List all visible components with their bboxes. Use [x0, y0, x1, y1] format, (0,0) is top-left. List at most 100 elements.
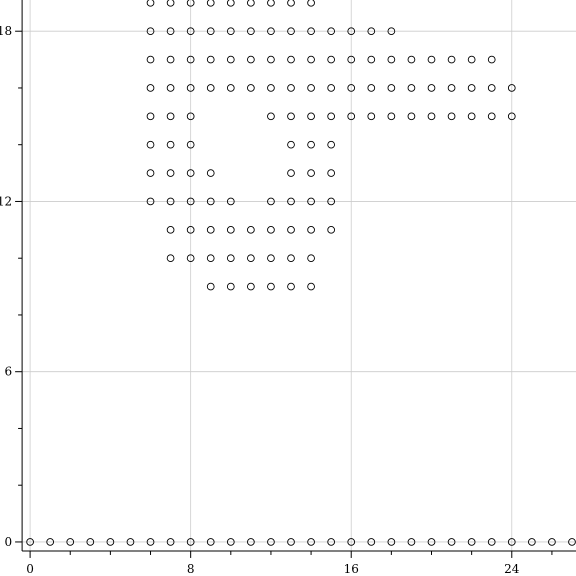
data-point — [307, 225, 315, 234]
data-point — [447, 112, 456, 121]
data-point — [467, 538, 476, 546]
data-point — [267, 55, 275, 64]
data-point — [327, 140, 335, 149]
data-points — [26, 0, 576, 546]
data-point — [267, 84, 275, 92]
data-point — [387, 112, 396, 121]
data-point — [146, 55, 155, 64]
data-point — [347, 112, 356, 121]
data-point — [166, 169, 175, 177]
x-tick-label: 16 — [344, 562, 359, 576]
data-point — [287, 282, 295, 291]
data-point — [206, 225, 215, 234]
data-point — [206, 55, 215, 64]
data-point — [447, 84, 456, 92]
data-point — [447, 538, 456, 546]
data-point — [447, 55, 456, 64]
data-point — [267, 197, 275, 206]
data-point — [407, 538, 416, 546]
data-point — [186, 55, 195, 64]
data-point — [367, 27, 376, 36]
x-tick-label: 24 — [504, 562, 520, 576]
data-point — [267, 254, 275, 263]
data-point — [267, 282, 275, 291]
data-point — [507, 84, 516, 92]
data-point — [186, 27, 195, 36]
data-point — [206, 282, 215, 291]
data-point — [427, 538, 436, 546]
data-point — [387, 538, 396, 546]
axes — [21, 0, 576, 552]
data-point — [327, 169, 335, 177]
data-point — [146, 84, 155, 92]
data-point — [307, 538, 315, 546]
data-point — [26, 538, 34, 546]
data-point — [307, 55, 315, 64]
data-point — [166, 538, 175, 546]
data-point — [186, 140, 195, 149]
data-point — [166, 0, 175, 7]
data-point — [186, 254, 195, 263]
data-point — [307, 169, 315, 177]
data-point — [427, 112, 436, 121]
data-point — [427, 55, 436, 64]
data-point — [206, 27, 215, 36]
data-point — [66, 538, 75, 546]
data-point — [206, 197, 215, 206]
data-point — [166, 225, 175, 234]
data-point — [287, 169, 295, 177]
data-point — [166, 55, 175, 64]
data-point — [86, 538, 95, 546]
data-point — [206, 84, 215, 92]
data-point — [186, 0, 195, 7]
data-point — [206, 538, 215, 546]
data-point — [327, 197, 335, 206]
data-point — [206, 0, 215, 7]
data-point — [487, 84, 496, 92]
data-point — [247, 254, 255, 263]
data-point — [287, 140, 295, 149]
data-point — [206, 169, 215, 177]
data-point — [287, 197, 295, 206]
data-point — [327, 55, 335, 64]
data-point — [467, 112, 476, 121]
data-point — [548, 538, 556, 546]
data-point — [186, 197, 195, 206]
data-point — [226, 282, 235, 291]
data-point — [327, 84, 335, 92]
data-point — [166, 254, 175, 263]
data-point — [247, 538, 255, 546]
data-point — [146, 140, 155, 149]
data-point — [226, 225, 235, 234]
data-point — [247, 282, 255, 291]
data-point — [287, 55, 295, 64]
data-point — [287, 225, 295, 234]
x-tick-label: 0 — [26, 562, 34, 576]
data-point — [186, 538, 195, 546]
data-point — [106, 538, 115, 546]
data-point — [186, 84, 195, 92]
data-point — [186, 225, 195, 234]
data-point — [487, 55, 496, 64]
data-point — [347, 27, 356, 36]
data-point — [146, 0, 155, 7]
data-point — [467, 84, 476, 92]
data-point — [247, 27, 255, 36]
y-tick-label: 0 — [4, 535, 12, 549]
data-point — [367, 112, 376, 121]
data-point — [287, 112, 295, 121]
data-point — [347, 55, 356, 64]
data-point — [186, 169, 195, 177]
data-point — [307, 27, 315, 36]
data-point — [287, 538, 295, 546]
data-point — [247, 84, 255, 92]
data-point — [146, 112, 155, 121]
data-point — [226, 55, 235, 64]
data-point — [226, 197, 235, 206]
data-point — [327, 27, 335, 36]
x-tick-label: 8 — [187, 562, 195, 576]
data-point — [287, 0, 295, 7]
data-point — [387, 27, 396, 36]
data-point — [568, 538, 576, 546]
